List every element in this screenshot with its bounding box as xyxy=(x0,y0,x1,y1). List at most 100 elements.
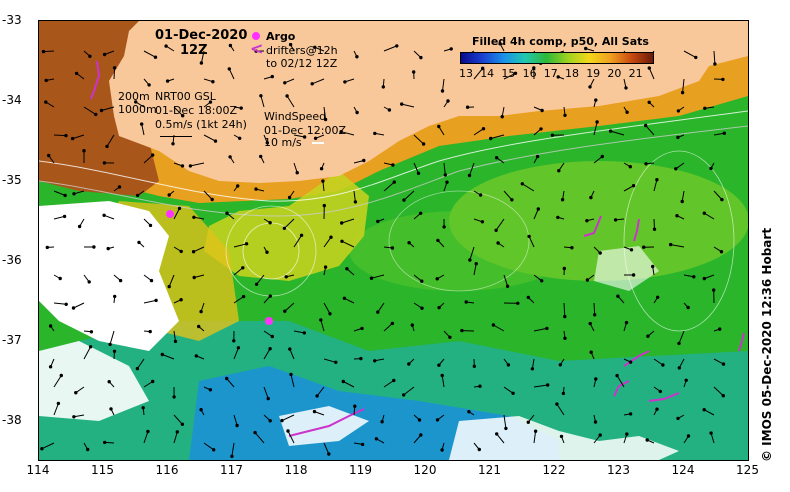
colorbar-tick-label: 16 xyxy=(522,67,537,80)
current-arrow xyxy=(503,274,509,287)
current-arrow-head xyxy=(74,391,78,395)
current-arrow xyxy=(190,162,205,167)
current-arrow-head xyxy=(655,178,659,182)
current-arrow-head xyxy=(171,142,175,146)
current-arrow-head xyxy=(270,74,275,79)
current-arrow-head xyxy=(380,420,384,424)
current-arrow-head xyxy=(179,249,183,254)
current-arrow-head xyxy=(559,434,564,439)
current-arrow xyxy=(383,181,395,192)
current-arrow-head xyxy=(481,127,486,131)
current-arrow-head xyxy=(561,391,566,396)
current-arrow-head xyxy=(500,115,504,119)
y-tick-label: -36 xyxy=(2,253,22,267)
current-arrow xyxy=(53,302,67,305)
current-arrow-head xyxy=(600,154,604,159)
current-arrow-head xyxy=(563,336,567,340)
x-tick-label: 123 xyxy=(607,463,630,477)
current-arrow-head xyxy=(598,433,602,437)
current-arrow-head xyxy=(92,245,96,249)
current-arrow xyxy=(173,208,180,220)
current-arrow-head xyxy=(210,197,214,202)
current-arrow xyxy=(256,274,265,285)
current-arrow-head xyxy=(88,345,93,349)
current-arrow xyxy=(320,319,325,332)
current-arrow-head xyxy=(527,234,531,239)
current-arrow-head xyxy=(381,85,385,89)
current-arrow-head xyxy=(265,250,269,254)
current-arrow-head xyxy=(560,198,565,202)
current-arrow-head xyxy=(268,419,272,423)
current-arrow-head xyxy=(616,294,620,298)
current-arrow-head xyxy=(63,193,67,198)
current-arrow xyxy=(681,190,685,202)
current-arrow-head xyxy=(718,327,722,331)
current-arrow-head xyxy=(392,180,396,184)
current-arrow-head xyxy=(340,221,344,225)
current-arrow xyxy=(533,431,537,444)
current-arrow-head xyxy=(504,426,508,431)
current-arrow-head xyxy=(435,277,439,281)
current-arrow-head xyxy=(721,362,726,366)
current-arrow-head xyxy=(47,153,51,158)
current-arrow xyxy=(682,78,685,93)
current-arrow-head xyxy=(117,185,122,189)
current-arrow xyxy=(623,185,634,192)
x-tick-label: 120 xyxy=(413,463,437,477)
current-arrow xyxy=(522,183,535,192)
current-arrow xyxy=(143,299,157,304)
current-arrow-head xyxy=(44,100,48,104)
current-arrow-head xyxy=(588,85,592,89)
current-arrow-head xyxy=(360,442,365,447)
current-arrow-head xyxy=(391,163,395,167)
current-arrow-head xyxy=(164,44,168,48)
current-arrow-head xyxy=(302,135,307,139)
current-arrow-head xyxy=(526,295,530,300)
current-arrow-head xyxy=(713,62,717,66)
current-arrow-head xyxy=(419,55,423,60)
current-arrow xyxy=(101,106,115,111)
current-arrow-head xyxy=(467,410,471,414)
current-arrow-head xyxy=(208,100,213,104)
current-arrow-head xyxy=(645,438,649,442)
current-arrow xyxy=(503,190,513,201)
current-arrow-head xyxy=(140,122,144,126)
current-arrow xyxy=(645,125,655,136)
current-arrow-head xyxy=(510,198,514,202)
current-arrow-head xyxy=(478,384,482,388)
current-arrow xyxy=(343,381,355,388)
current-arrow-head xyxy=(440,89,445,93)
current-arrow xyxy=(556,403,565,416)
current-arrow-head xyxy=(702,211,706,215)
current-arrow-head xyxy=(540,108,544,113)
current-arrow-head xyxy=(676,416,680,421)
current-arrow-head xyxy=(407,241,411,245)
current-arrow-head xyxy=(135,193,140,198)
current-arrow-head xyxy=(395,44,399,48)
colorbar-tick-label: 19 xyxy=(586,67,601,80)
current-arrow-head xyxy=(154,298,158,303)
colorbar-tick-label: 20 xyxy=(607,67,622,80)
current-arrow-head xyxy=(369,276,374,280)
current-arrow-head xyxy=(173,339,178,344)
current-arrow-head xyxy=(594,377,598,381)
current-arrow xyxy=(233,347,239,360)
current-arrow-head xyxy=(82,149,86,153)
current-arrow-head xyxy=(148,329,152,334)
current-arrow-head xyxy=(421,142,426,146)
current-arrow-head xyxy=(651,264,655,269)
current-arrow-head xyxy=(313,136,318,141)
current-arrow-head xyxy=(680,90,685,95)
current-arrow-head xyxy=(491,323,496,327)
current-arrow-head xyxy=(148,223,153,228)
current-arrow xyxy=(503,72,516,80)
current-arrow-head xyxy=(199,309,203,314)
current-arrow xyxy=(53,190,66,196)
current-arrow-head xyxy=(721,394,725,398)
current-arrow-head xyxy=(211,80,215,84)
contour-label-1000m: 1000m xyxy=(118,103,157,116)
current-arrow-head xyxy=(374,437,379,441)
current-arrow-head xyxy=(435,418,440,422)
current-arrow-head xyxy=(135,366,140,371)
current-source: NRT00 GSL xyxy=(155,90,216,103)
